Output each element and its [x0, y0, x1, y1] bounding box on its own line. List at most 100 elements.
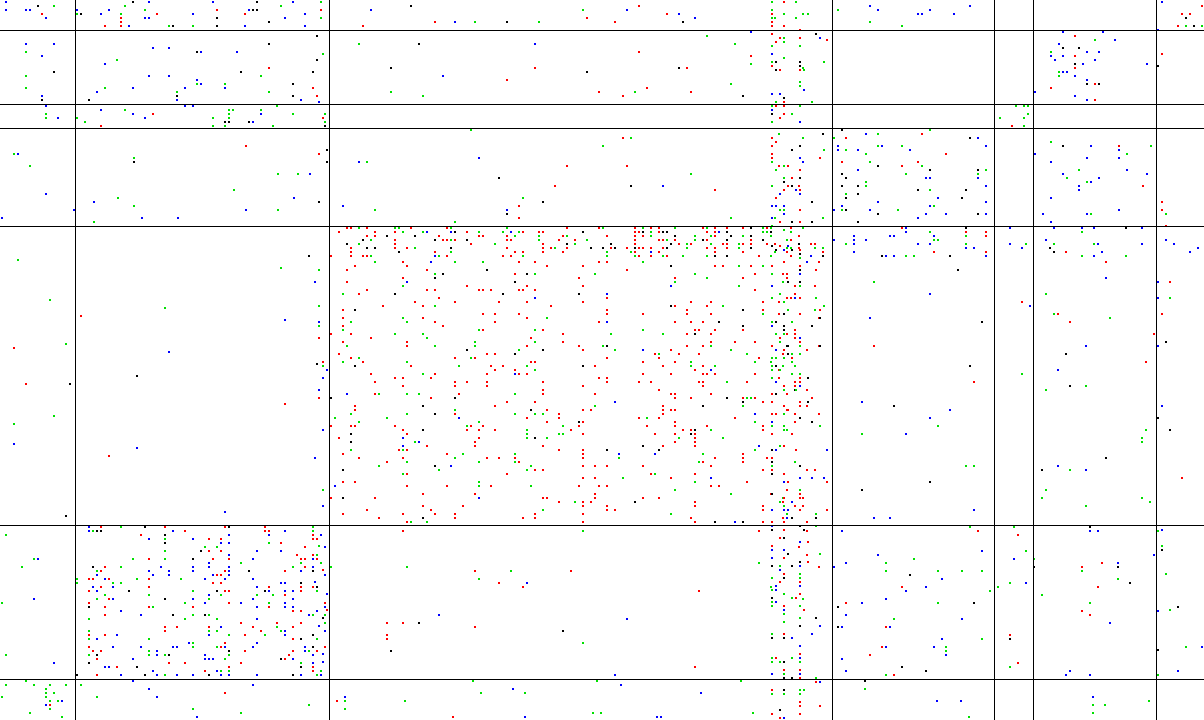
matrix-point [861, 489, 863, 491]
matrix-point [280, 630, 282, 632]
matrix-point [454, 301, 456, 303]
matrix-point [799, 625, 801, 627]
matrix-point [478, 437, 480, 439]
matrix-point [542, 329, 544, 331]
matrix-point [434, 305, 436, 307]
matrix-point [981, 321, 983, 323]
matrix-point [706, 247, 708, 249]
matrix-point [702, 381, 704, 383]
matrix-point [771, 693, 773, 695]
matrix-point [542, 497, 544, 499]
matrix-point [252, 121, 254, 123]
matrix-point [53, 43, 55, 45]
matrix-point [897, 209, 899, 211]
matrix-point [706, 231, 708, 233]
matrix-point [606, 309, 608, 311]
matrix-point [933, 235, 935, 237]
matrix-point [582, 513, 584, 515]
matrix-point [726, 243, 728, 245]
matrix-point [45, 105, 47, 107]
matrix-point [786, 251, 788, 253]
matrix-point [771, 205, 773, 207]
matrix-point [538, 231, 540, 233]
matrix-point [706, 255, 708, 257]
matrix-point [602, 145, 604, 147]
matrix-point [558, 501, 560, 503]
matrix-point [208, 614, 210, 616]
matrix-point [454, 397, 456, 399]
matrix-point [650, 227, 652, 229]
matrix-point [168, 662, 170, 664]
matrix-point [1053, 227, 1055, 229]
matrix-point [406, 566, 408, 568]
matrix-point [779, 93, 781, 95]
matrix-point [802, 598, 804, 600]
matrix-point [406, 433, 408, 435]
matrix-point [818, 261, 820, 263]
matrix-point [330, 333, 332, 335]
matrix-point [1141, 437, 1143, 439]
matrix-point [853, 251, 855, 253]
matrix-point [374, 497, 376, 499]
matrix-point [799, 701, 801, 703]
matrix-point [334, 417, 336, 419]
matrix-point [841, 205, 843, 207]
matrix-point [1161, 405, 1163, 407]
matrix-point [312, 634, 314, 636]
matrix-point [1089, 526, 1091, 528]
matrix-point [762, 301, 764, 303]
matrix-point [957, 269, 959, 271]
matrix-point [330, 497, 332, 499]
matrix-point [806, 389, 808, 391]
matrix-point [362, 239, 364, 241]
matrix-point [730, 493, 732, 495]
matrix-point [192, 558, 194, 560]
matrix-point [148, 638, 150, 640]
matrix-point [526, 365, 528, 367]
matrix-point [514, 353, 516, 355]
matrix-point [350, 425, 352, 427]
matrix-point [921, 165, 923, 167]
matrix-point [807, 561, 809, 563]
matrix-point [293, 197, 295, 199]
matrix-point [220, 574, 222, 576]
matrix-point [112, 598, 114, 600]
matrix-point [766, 231, 768, 233]
matrix-point [1009, 243, 1011, 245]
matrix-point [634, 243, 636, 245]
matrix-point [200, 550, 202, 552]
matrix-point [322, 617, 324, 619]
matrix-point [783, 481, 785, 483]
matrix-point [184, 530, 186, 532]
matrix-point [374, 261, 376, 263]
matrix-point [783, 633, 785, 635]
matrix-point [582, 642, 584, 644]
matrix-point [937, 602, 939, 604]
matrix-point [402, 317, 404, 319]
matrix-point [841, 185, 843, 187]
matrix-point [104, 666, 106, 668]
matrix-point [775, 585, 777, 587]
matrix-point [771, 549, 773, 551]
matrix-point [642, 445, 644, 447]
matrix-point [132, 1, 134, 3]
matrix-point [799, 69, 801, 71]
matrix-point [562, 235, 564, 237]
matrix-point [787, 165, 789, 167]
matrix-point [522, 231, 524, 233]
matrix-point [1118, 157, 1120, 159]
matrix-point [518, 289, 520, 291]
matrix-point [778, 133, 780, 135]
matrix-point [1105, 261, 1107, 263]
matrix-point [783, 101, 785, 103]
matrix-point [216, 646, 218, 648]
matrix-point [268, 43, 270, 45]
matrix-point [196, 51, 198, 53]
matrix-point [929, 177, 931, 179]
matrix-point [100, 13, 102, 15]
matrix-point [526, 285, 528, 287]
matrix-point [771, 65, 773, 67]
matrix-point [783, 389, 785, 391]
matrix-point [284, 602, 286, 604]
matrix-point [814, 247, 816, 249]
